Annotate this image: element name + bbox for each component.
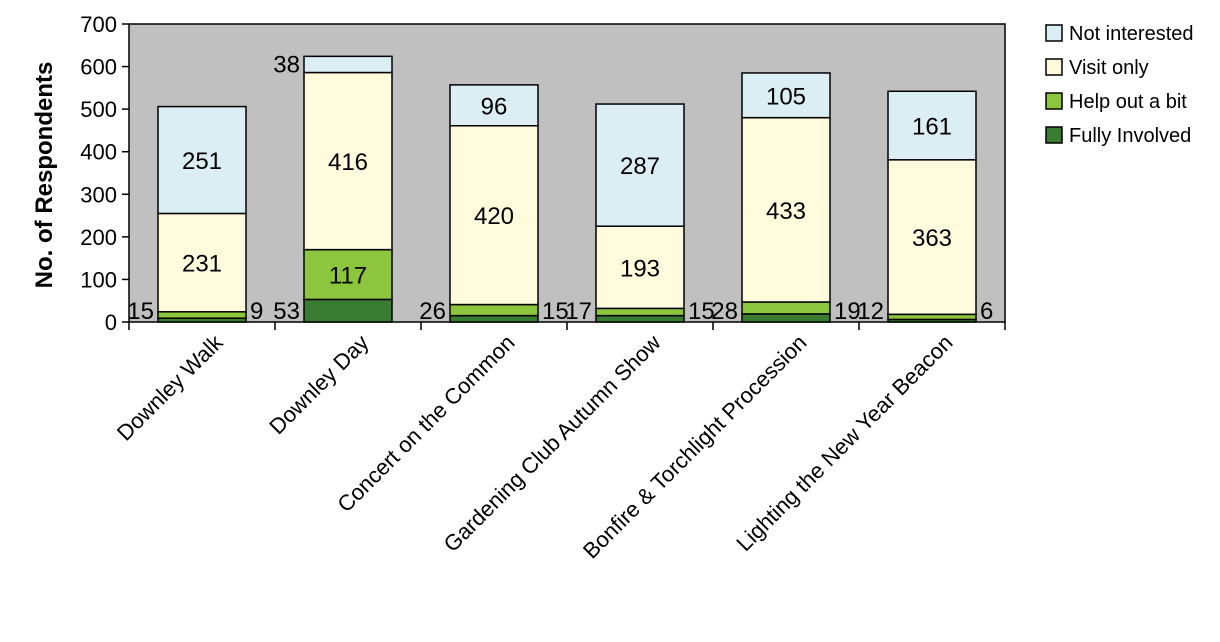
bar-segment-fully-involved [741, 313, 831, 323]
bar-segment-not-interested [887, 90, 977, 161]
data-label: 15 [127, 298, 154, 325]
data-label: 26 [419, 298, 446, 325]
data-label: 15 [542, 298, 569, 325]
data-label: 105 [766, 83, 806, 110]
bar-segment-not-interested [595, 103, 685, 227]
bar-segment-fully-involved [595, 314, 685, 323]
legend-label: Fully Involved [1069, 125, 1191, 147]
data-label: 15 [688, 298, 715, 325]
legend-swatch [1045, 58, 1063, 76]
data-label: 420 [474, 203, 514, 230]
bar-segment-help-out-a-bit [303, 248, 393, 301]
legend-swatch [1045, 24, 1063, 42]
y-tick-label: 200 [80, 225, 117, 250]
data-label: 28 [711, 298, 738, 325]
legend-label: Visit only [1069, 57, 1149, 79]
legend-swatch [1045, 92, 1063, 110]
legend: Not interested Visit only Help out a bit Fu… [1045, 23, 1194, 147]
data-label: 231 [182, 251, 222, 278]
y-tick-label: 600 [80, 55, 117, 80]
legend-swatch [1045, 126, 1063, 144]
data-label: 6 [980, 298, 993, 325]
y-tick-label: 0 [105, 310, 117, 335]
data-label: 53 [273, 298, 300, 325]
x-tick-label: Downley Walk [112, 329, 228, 445]
y-tick-label: 700 [80, 12, 117, 37]
y-tick-label: 400 [80, 140, 117, 165]
bar-segment-visit-only [303, 71, 393, 251]
data-label: 9 [250, 298, 263, 325]
bar-segment-fully-involved [303, 298, 393, 323]
data-label: 38 [273, 51, 300, 78]
plot-area [128, 23, 1006, 323]
bar-segment-help-out-a-bit [157, 311, 247, 319]
y-axis-title: No. of Respondents [31, 62, 58, 289]
data-label: 12 [857, 298, 884, 325]
data-label: 433 [766, 198, 806, 225]
bar-segment-visit-only [741, 116, 831, 303]
data-label: 117 [329, 263, 367, 290]
bar-segment-help-out-a-bit [449, 303, 539, 317]
y-tick-label: 100 [80, 267, 117, 292]
data-label: 96 [481, 93, 508, 120]
bar-segment-help-out-a-bit [887, 313, 977, 321]
legend-label: Help out a bit [1069, 91, 1187, 113]
data-label: 17 [565, 298, 592, 325]
data-label: 416 [328, 149, 368, 176]
data-label: 19 [834, 298, 861, 325]
bar-segment-visit-only [157, 212, 247, 313]
bar-segment-not-interested [741, 72, 831, 119]
plot-background [128, 23, 1006, 323]
data-label: 161 [912, 114, 952, 141]
data-label: 287 [620, 153, 660, 180]
bar-segment-not-interested [157, 105, 247, 215]
bar-segment-help-out-a-bit [741, 301, 831, 315]
bar-segment-visit-only [595, 225, 685, 310]
legend-label: Not interested [1069, 23, 1194, 45]
x-tick-label: Downley Day [264, 330, 373, 439]
data-label: 193 [620, 255, 660, 282]
data-label: 251 [182, 148, 222, 175]
y-tick-label: 300 [80, 182, 117, 207]
data-label: 363 [912, 225, 952, 252]
bar-segment-fully-involved [449, 314, 539, 323]
bar-segment-help-out-a-bit [595, 307, 685, 317]
bar-segment-not-interested [449, 84, 539, 127]
y-tick-label: 500 [80, 97, 117, 122]
bar-segment-not-interested [303, 55, 393, 74]
